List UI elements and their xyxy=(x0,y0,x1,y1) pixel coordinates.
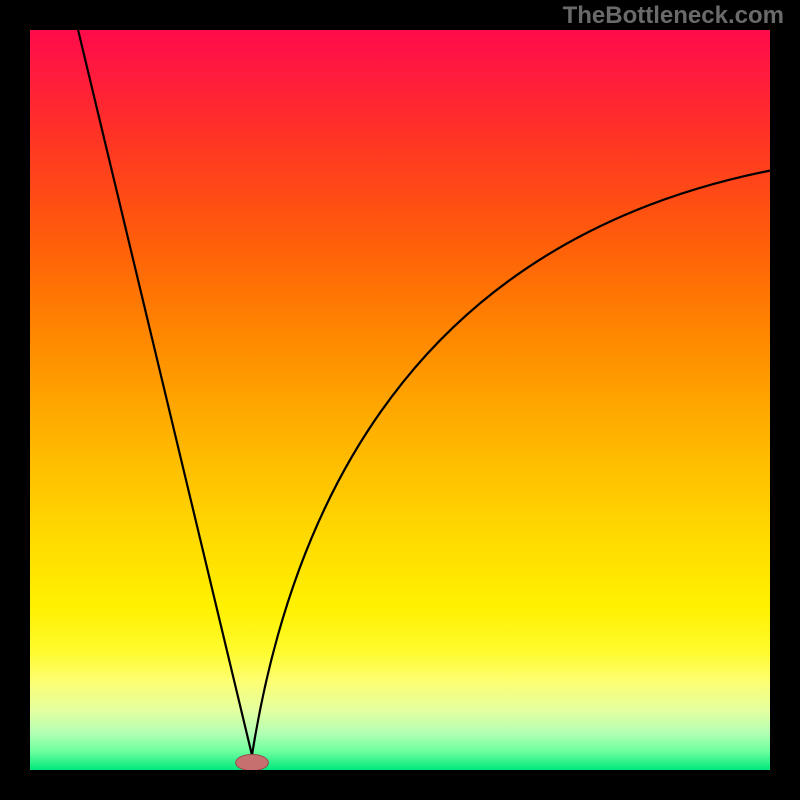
curve-layer xyxy=(30,30,770,770)
vertex-marker xyxy=(236,754,269,770)
watermark-text: TheBottleneck.com xyxy=(563,2,784,30)
plot-area xyxy=(30,30,770,770)
bottleneck-curve xyxy=(78,30,770,755)
